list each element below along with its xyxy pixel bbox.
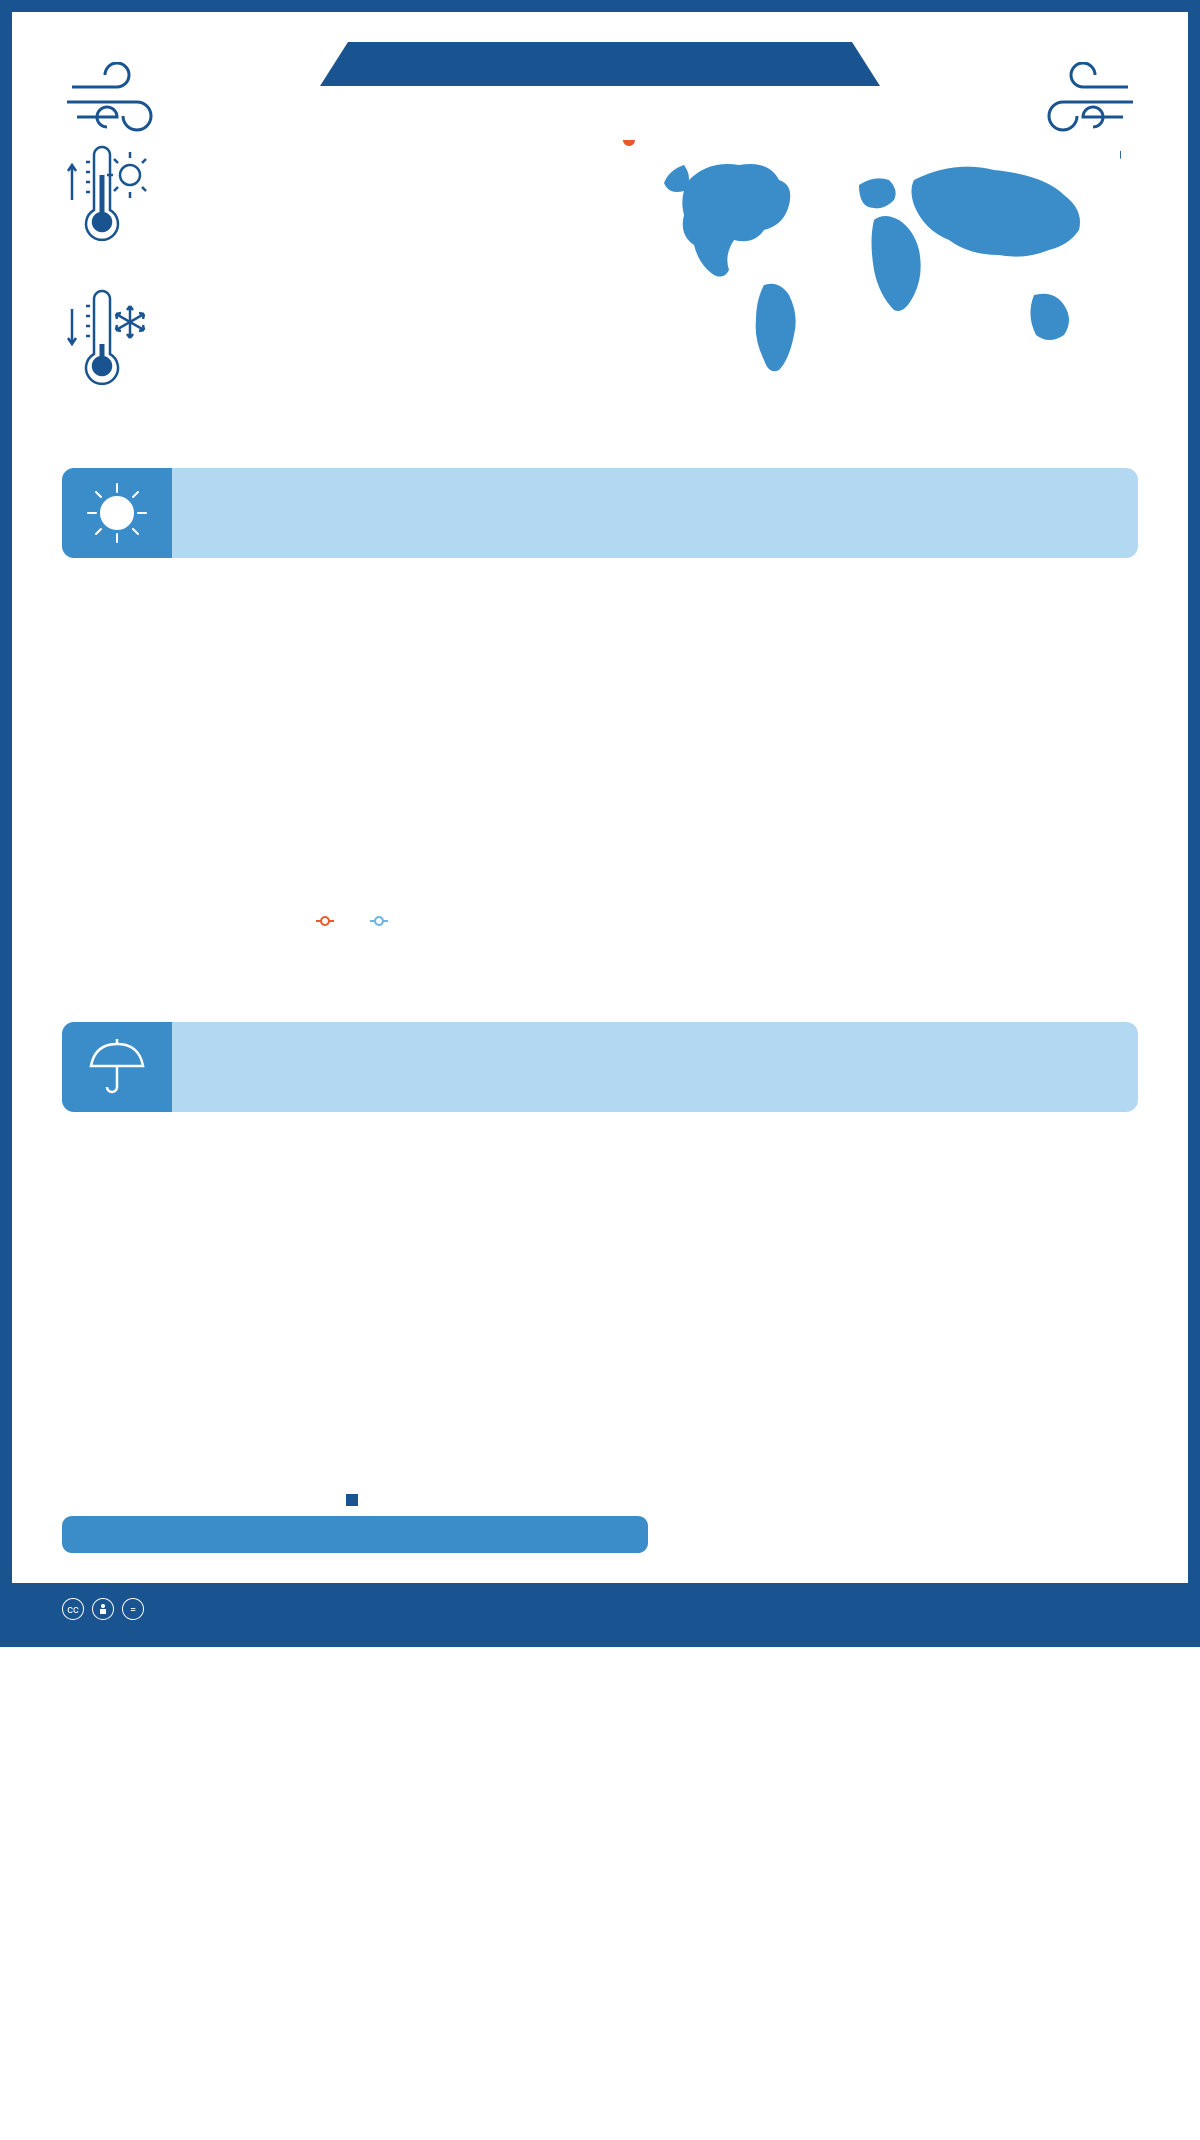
hot-fact — [62, 140, 580, 254]
annual-temp-info — [688, 588, 1138, 922]
precip-row — [12, 1142, 1188, 1583]
wind-icon — [1018, 62, 1138, 146]
header — [12, 12, 1188, 130]
license: cc = — [62, 1598, 152, 1620]
thermometer-cold-icon — [62, 284, 152, 398]
wind-icon — [62, 62, 182, 146]
temperature-row — [12, 588, 1188, 952]
sun-icon — [62, 468, 172, 558]
precip-legend — [62, 1494, 648, 1506]
temperature-section-header — [62, 468, 1138, 558]
precip-section-header — [62, 1022, 1138, 1112]
by-icon — [92, 1598, 114, 1620]
precip-bar-chart — [62, 1142, 648, 1482]
thermometer-hot-icon — [62, 140, 152, 254]
world-map — [620, 140, 1138, 400]
umbrella-icon — [62, 1022, 172, 1112]
intro-section: — — [12, 130, 1188, 468]
cc-icon: cc — [62, 1598, 84, 1620]
coordinates: — — [1110, 150, 1148, 159]
cold-fact — [62, 284, 580, 398]
infographic-frame: — — [0, 0, 1200, 1647]
footer: cc = — [12, 1583, 1188, 1635]
precip-chance-panel — [62, 1516, 648, 1553]
title-banner — [320, 42, 880, 86]
temperature-legend — [62, 920, 648, 922]
temperature-line-chart — [62, 588, 648, 908]
precip-info — [688, 1142, 1138, 1553]
location-marker-icon — [620, 140, 638, 149]
nd-icon: = — [122, 1598, 144, 1620]
